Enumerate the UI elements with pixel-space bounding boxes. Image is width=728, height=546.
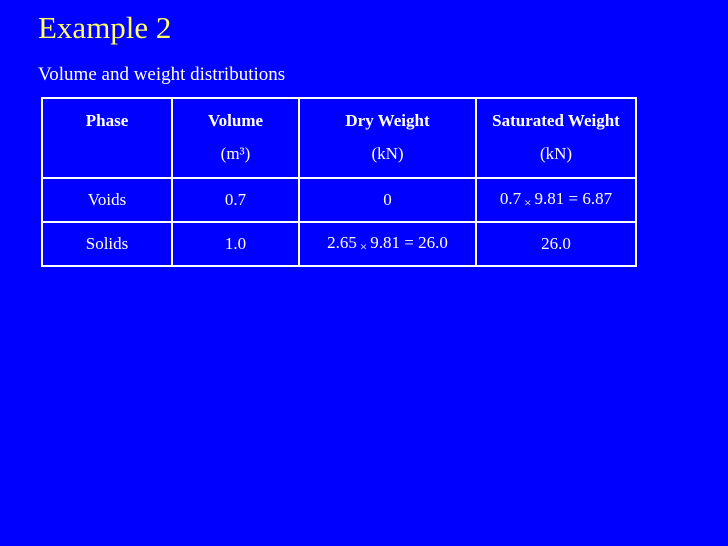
header-dry-weight-unit: (kN) [371,144,404,163]
cell-dry-weight-a: 2.65 [327,233,357,252]
cell-saturated-weight-b: 9.81 = 6.87 [534,189,613,208]
header-phase-unit [43,144,171,164]
cell-saturated-weight: 26.0 [475,221,637,267]
header-saturated-weight-label: Saturated Weight [492,111,620,130]
cell-saturated-weight-a: 0.7 [499,189,522,208]
cell-volume: 1.0 [171,221,300,267]
header-dry-weight-label: Dry Weight [345,111,430,130]
cell-dry-weight: 0 [298,177,477,223]
cell-phase: Solids [41,221,173,267]
distribution-table: Phase Volume (m³) Dry Weight (kN) Satura… [41,97,637,267]
table-header-row: Phase Volume (m³) Dry Weight (kN) Satura… [41,97,637,179]
header-saturated-weight-unit: (kN) [539,144,573,163]
header-volume-unit: (m³) [220,144,251,163]
times-symbol: × [524,195,532,210]
header-dry-weight: Dry Weight (kN) [298,97,477,179]
header-saturated-weight: Saturated Weight (kN) [475,97,637,179]
cell-saturated-weight: 0.7 × 9.81 = 6.87 [475,177,637,223]
table-row: Voids 0.7 0 0.7 × 9.81 = 6.87 [41,177,637,223]
slide-title: Example 2 [38,10,172,45]
slide-subtitle: Volume and weight distributions [38,64,286,85]
cell-dry-weight: 2.65 × 9.81 = 26.0 [298,221,477,267]
header-phase-label: Phase [85,111,129,130]
table-row: Solids 1.0 2.65 × 9.81 = 26.0 26.0 [41,221,637,267]
header-volume: Volume (m³) [171,97,300,179]
header-volume-label: Volume [207,111,264,130]
cell-volume: 0.7 [171,177,300,223]
times-symbol: × [359,239,368,254]
cell-dry-weight-b: 9.81 = 26.0 [370,233,448,252]
cell-phase: Voids [41,177,173,223]
header-phase: Phase [41,97,173,179]
